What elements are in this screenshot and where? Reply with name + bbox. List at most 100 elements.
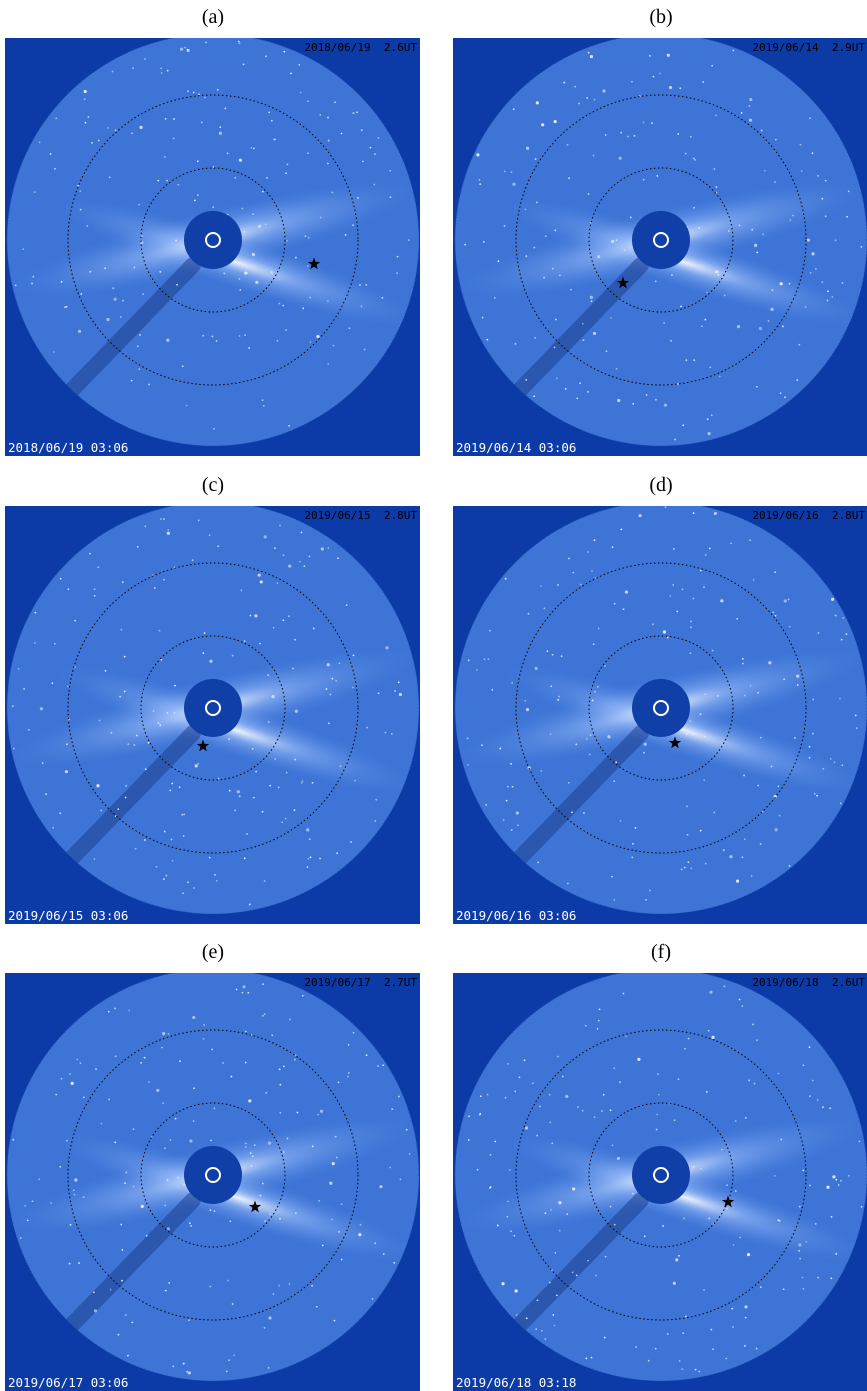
background-star	[210, 1139, 212, 1141]
background-star	[209, 660, 212, 663]
background-star	[228, 738, 230, 740]
background-star	[132, 67, 134, 69]
background-star	[671, 274, 673, 276]
background-star	[297, 1112, 299, 1114]
background-star	[328, 140, 330, 142]
background-star	[588, 193, 590, 195]
background-star	[690, 620, 692, 622]
background-star	[792, 215, 794, 217]
background-star	[78, 330, 81, 333]
background-star	[141, 1205, 144, 1208]
background-star	[264, 1327, 266, 1329]
background-star	[165, 1290, 167, 1292]
background-star	[638, 514, 641, 517]
background-star	[39, 142, 41, 144]
background-star	[555, 319, 557, 321]
background-star	[294, 639, 296, 641]
background-star	[312, 782, 314, 784]
background-star	[354, 780, 356, 782]
background-star	[760, 843, 762, 845]
background-star	[559, 274, 561, 276]
background-star	[704, 319, 706, 321]
background-star	[665, 506, 667, 508]
background-star	[632, 403, 634, 405]
background-star	[212, 206, 214, 208]
background-star	[167, 1227, 170, 1230]
background-star	[489, 630, 491, 632]
background-star	[582, 323, 584, 325]
background-star	[712, 1348, 714, 1350]
background-star	[322, 1244, 324, 1246]
background-star	[18, 668, 20, 670]
background-star	[510, 763, 512, 765]
background-star	[703, 1289, 705, 1291]
background-star	[777, 1073, 779, 1075]
background-star	[742, 663, 744, 665]
background-star	[270, 271, 273, 274]
background-star	[678, 1078, 680, 1080]
background-star	[189, 1139, 192, 1142]
background-star	[653, 76, 655, 78]
background-star	[614, 899, 616, 901]
top-right-text: 2019/06/18 2.6UT	[752, 976, 865, 989]
background-star	[94, 595, 96, 597]
background-star	[627, 136, 629, 138]
background-star	[12, 705, 14, 707]
background-star	[715, 271, 717, 273]
background-star	[338, 1231, 340, 1233]
background-star	[283, 1065, 285, 1067]
background-star	[288, 565, 291, 568]
background-star	[69, 1263, 71, 1265]
background-star	[693, 158, 695, 160]
background-star	[770, 308, 773, 311]
background-star	[167, 1179, 169, 1181]
background-star	[248, 1099, 251, 1102]
background-star	[861, 1206, 863, 1208]
background-star	[252, 748, 254, 750]
background-star	[700, 1168, 702, 1170]
background-star	[66, 1140, 68, 1142]
background-star	[732, 1326, 734, 1328]
background-star	[250, 615, 252, 617]
background-star	[133, 744, 135, 746]
background-star	[737, 325, 740, 328]
background-star	[743, 775, 745, 777]
background-star	[505, 1097, 507, 1099]
background-star	[350, 841, 352, 843]
background-star	[283, 1151, 285, 1153]
background-star	[163, 579, 165, 581]
background-star	[790, 219, 792, 221]
background-star	[175, 1118, 177, 1120]
background-star	[112, 287, 114, 289]
background-star	[279, 1112, 281, 1114]
background-star	[198, 93, 200, 95]
background-star	[329, 694, 331, 696]
background-star	[262, 811, 264, 813]
background-star	[552, 268, 554, 270]
background-star	[278, 1285, 280, 1287]
background-star	[768, 320, 770, 322]
background-star	[244, 271, 247, 274]
background-star	[809, 746, 811, 748]
background-star	[268, 1316, 271, 1319]
background-star	[285, 818, 287, 820]
background-star	[624, 249, 626, 251]
background-star	[192, 1016, 195, 1019]
background-star	[796, 675, 799, 678]
background-star	[365, 284, 367, 286]
background-star	[346, 604, 348, 606]
background-star	[357, 197, 359, 199]
background-star	[724, 295, 726, 297]
background-star	[224, 108, 226, 110]
top-right-text: 2019/06/16 2.8UT	[752, 509, 865, 522]
background-star	[619, 1081, 621, 1083]
background-star	[789, 283, 791, 285]
background-star	[91, 142, 93, 144]
background-star	[848, 190, 850, 192]
background-star	[511, 682, 513, 684]
background-star	[705, 863, 707, 865]
background-star	[672, 584, 674, 586]
background-star	[525, 255, 527, 257]
background-star	[163, 878, 165, 880]
background-star	[761, 130, 763, 132]
